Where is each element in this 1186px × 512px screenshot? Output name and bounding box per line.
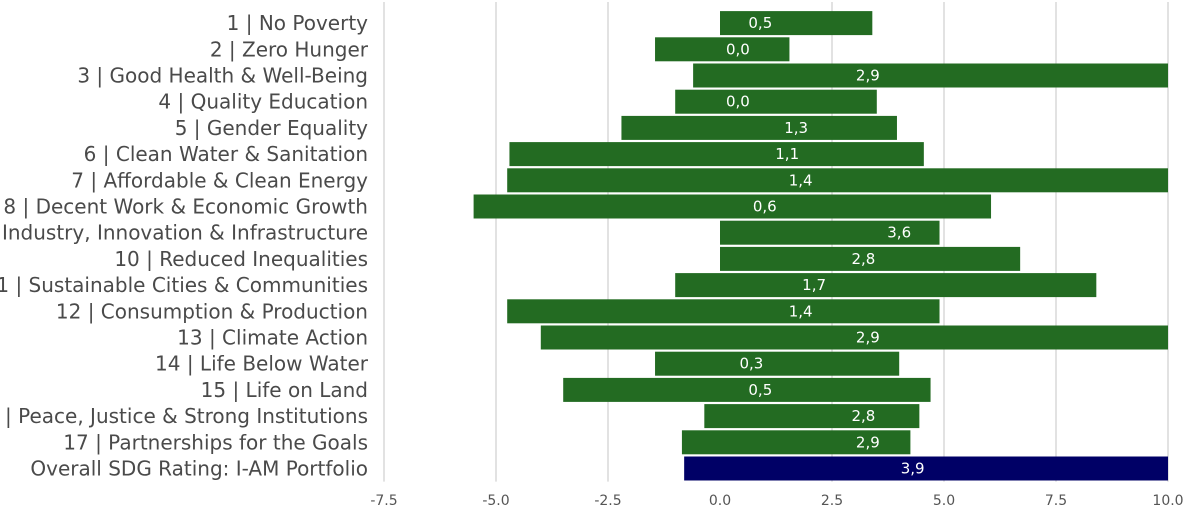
category-label: 16 | Peace, Justice & Strong Institution… [0,404,368,428]
bar [704,404,920,429]
category-label: 8 | Decent Work & Economic Growth [3,195,368,219]
value-label: 2,9 [856,329,880,347]
category-label: 15 | Life on Land [201,378,368,402]
bar [720,11,873,36]
category-label: 1 | No Poverty [227,11,369,35]
bar [720,246,1021,271]
x-tick-label: 7.5 [1045,493,1067,509]
bar [681,430,911,455]
category-label: 2 | Zero Hunger [210,37,369,61]
bar [621,115,897,140]
value-label: 1,4 [789,171,813,189]
x-tick-label: -2.5 [594,493,621,509]
value-label: 0,0 [726,93,750,111]
category-label: 11 | Sustainable Cities & Communities [0,273,368,297]
value-label: 0,3 [739,355,763,373]
category-label: 14 | Life Below Water [155,352,369,376]
bar [509,142,924,167]
value-label: 3,9 [901,460,925,478]
x-tick-label: 2.5 [821,493,843,509]
bar [507,299,940,324]
x-tick-label: -7.5 [370,493,397,509]
bars [473,11,1168,481]
bar [655,37,790,62]
bar [507,168,1168,193]
category-label: Overall SDG Rating: I-AM Portfolio [30,457,368,481]
category-label: 3 | Good Health & Well-Being [77,64,368,88]
bar [675,89,877,114]
bar [720,220,940,245]
category-label: 4 | Quality Education [158,90,368,114]
value-label: 1,7 [802,276,826,294]
value-label: 0,5 [748,381,772,399]
value-label: 0,6 [753,198,777,216]
value-labels: 0,5 0,0 2,9 0,0 1,3 1,1 1,4 0,6 3,6 2,8 1,7 1,4 2,9 0… [726,14,925,477]
value-label: 2,8 [851,250,875,268]
x-tick-label: 5.0 [933,493,955,509]
value-label: 0,0 [726,40,750,58]
value-label: 2,9 [856,67,880,85]
x-tick-label: 10.0 [1152,493,1183,509]
value-label: 1,3 [784,119,808,137]
value-label: 2,8 [851,407,875,425]
value-label: 2,9 [856,433,880,451]
category-label: 5 | Gender Equality [175,116,368,140]
overall-bar [684,456,1168,481]
bar [473,194,992,219]
x-tick-label: 0.0 [709,493,731,509]
category-label: 12 | Consumption & Production [56,299,368,323]
category-label: 7 | Affordable & Clean Energy [71,168,368,192]
category-label: 9 | Industry, Innovation & Infrastructur… [0,221,368,245]
x-axis-tick-labels: -7.5 -5.0 -2.5 0.0 2.5 5.0 7.5 10.0 [370,493,1183,509]
bar [675,273,1097,298]
bar [693,63,1168,88]
category-label: 17 | Partnerships for the Goals [63,430,368,454]
value-label: 0,5 [748,14,772,32]
bar [540,325,1168,350]
bar [655,351,900,376]
bar [563,377,931,402]
value-label: 1,1 [775,145,799,163]
category-label: 13 | Climate Action [177,326,368,350]
value-label: 3,6 [887,224,911,242]
x-tick-label: -5.0 [482,493,509,509]
category-label: 6 | Clean Water & Sanitation [84,142,368,166]
category-label: 10 | Reduced Inequalities [114,247,368,271]
value-label: 1,4 [789,302,813,320]
